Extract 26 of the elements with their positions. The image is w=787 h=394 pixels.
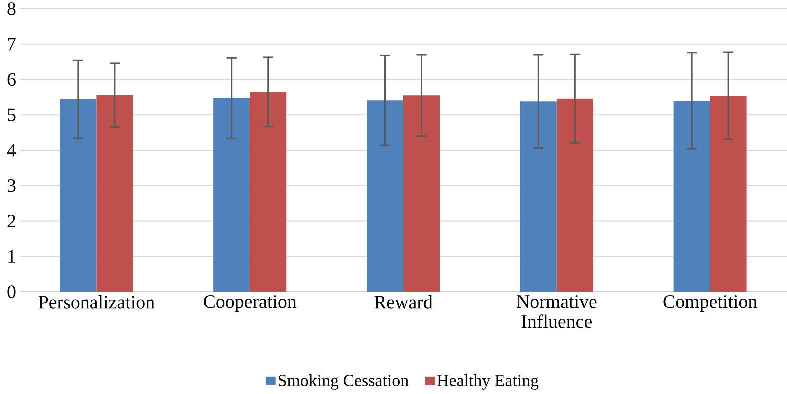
bar: [214, 98, 250, 292]
legend-label: Smoking Cessation: [278, 374, 409, 390]
bar: [556, 98, 594, 292]
x-tick-label: Competition: [664, 296, 758, 312]
bar: [367, 100, 404, 292]
y-tick-label: 0: [8, 286, 16, 298]
legend-label: Healthy Eating: [438, 374, 539, 390]
x-tick-label: Normative Influence: [516, 296, 597, 328]
x-tick-label: Personalization: [38, 296, 155, 309]
bar: [710, 96, 747, 292]
bar: [520, 102, 557, 292]
y-tick-label: 5: [8, 108, 16, 122]
y-tick-label: 4: [7, 144, 16, 157]
y-tick-label: 7: [8, 38, 16, 51]
x-tick-label: Cooperation: [204, 296, 297, 312]
bar: [674, 100, 710, 292]
y-tick-label: 1: [8, 250, 16, 263]
bar: [250, 92, 287, 292]
y-tick-label: 3: [8, 180, 16, 192]
y-tick-label: 6: [8, 73, 16, 86]
x-tick-label: Reward: [374, 296, 433, 309]
bar: [96, 95, 134, 292]
bar: [404, 96, 440, 292]
bar: [60, 100, 97, 292]
y-tick-label: 2: [8, 214, 16, 228]
y-tick-label: 8: [8, 2, 16, 16]
